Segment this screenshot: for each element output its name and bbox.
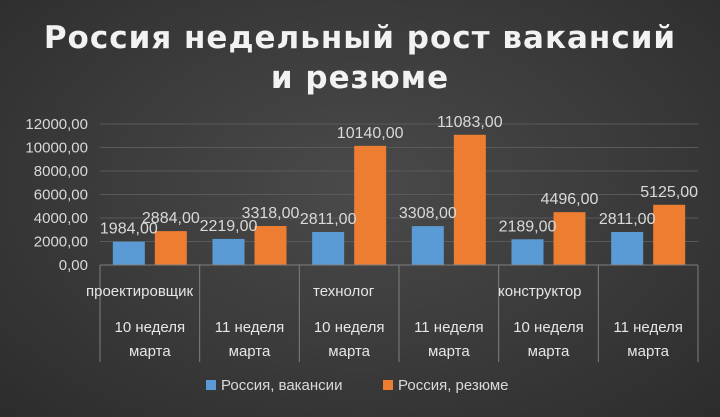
bar-vacancies — [611, 231, 644, 265]
category-label: 11 неделя — [215, 319, 285, 336]
data-label: 2811,00 — [599, 211, 656, 228]
legend-label: Россия, резюме — [398, 377, 509, 394]
category-label: 11 неделя — [613, 319, 683, 336]
category-label: марта — [229, 343, 271, 360]
data-label: 11083,00 — [437, 114, 503, 131]
y-tick-label: 8000,00 — [34, 163, 88, 180]
y-axis: 0,00 2000,00 4000,00 6000,00 8000,00 10000,00… — [25, 116, 88, 274]
data-label: 4496,00 — [541, 191, 599, 208]
data-label: 2811,00 — [300, 211, 357, 228]
category-label: 10 неделя — [115, 319, 186, 336]
y-tick-label: 2000,00 — [34, 234, 88, 251]
bars — [112, 134, 686, 265]
x-axis: 10 неделя марта 11 неделя марта 10 неделя мар… — [86, 264, 699, 362]
bar-vacancies — [112, 241, 145, 265]
bar-resumes — [453, 134, 486, 265]
legend-label: Россия, вакансии — [221, 377, 342, 394]
group-label: конструктор — [498, 283, 582, 300]
y-tick-label: 10000,00 — [25, 140, 88, 157]
chart-title-line-2: и резюме — [271, 60, 449, 96]
data-labels: 1984,00 2219,00 2811,00 3308,00 2189,00 2811,… — [100, 114, 698, 238]
data-label: 2189,00 — [499, 218, 557, 235]
legend: Россия, вакансии Россия, резюме — [206, 377, 509, 394]
category-label: 10 неделя — [513, 319, 584, 336]
gridlines — [100, 123, 698, 266]
data-label: 2884,00 — [142, 210, 200, 227]
data-label: 5125,00 — [640, 184, 698, 201]
category-label: марта — [428, 343, 470, 360]
group-label: проектировщик — [86, 283, 194, 300]
legend-swatch — [206, 380, 216, 390]
category-label: 11 неделя — [414, 319, 484, 336]
bar-resumes — [254, 226, 287, 265]
category-label: марта — [328, 343, 370, 360]
category-label: марта — [129, 343, 171, 360]
category-label: марта — [627, 343, 669, 360]
y-tick-label: 12000,00 — [25, 116, 88, 133]
bar-vacancies — [312, 231, 345, 265]
y-tick-label: 4000,00 — [34, 210, 88, 227]
data-label: 1984,00 — [100, 221, 158, 238]
bar-resumes — [653, 204, 686, 265]
data-label: 2219,00 — [200, 218, 258, 235]
data-label: 3318,00 — [242, 205, 300, 222]
legend-swatch — [383, 380, 393, 390]
bar-vacancies — [411, 226, 444, 265]
bar-vacancies — [511, 239, 544, 265]
data-label: 3308,00 — [399, 205, 457, 222]
data-label: 10140,00 — [337, 125, 404, 142]
category-label: марта — [528, 343, 570, 360]
bar-resumes — [154, 231, 187, 265]
chart-title-line-1: Россия недельный рост вакансий — [44, 20, 676, 56]
y-tick-label: 6000,00 — [34, 187, 88, 204]
bar-vacancies — [212, 238, 245, 265]
bar-resumes — [553, 212, 586, 265]
bar-resumes — [354, 145, 387, 265]
y-tick-label: 0,00 — [59, 257, 88, 274]
group-label: технолог — [313, 283, 375, 300]
category-label: 10 неделя — [314, 319, 385, 336]
